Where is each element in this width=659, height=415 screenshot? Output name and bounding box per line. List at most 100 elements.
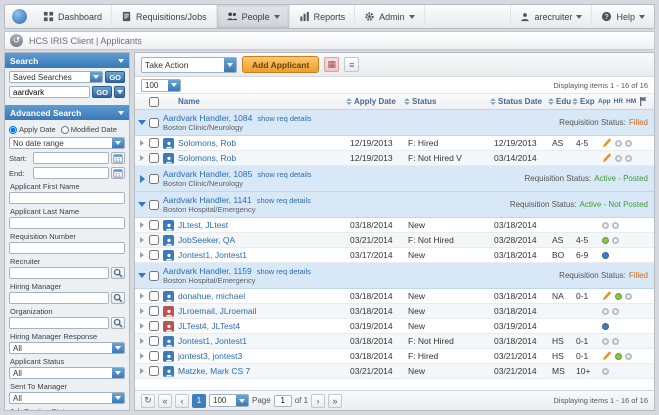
nav-dashboard[interactable]: Dashboard	[34, 5, 113, 28]
column-header-status-date[interactable]: Status Date	[490, 97, 548, 106]
card-view-button[interactable]: ▦	[324, 57, 340, 72]
show-req-details-link[interactable]: show req details	[257, 113, 312, 123]
row-expander-icon[interactable]	[135, 155, 149, 161]
search-icon[interactable]	[111, 292, 125, 304]
show-req-details-link[interactable]: show req details	[256, 195, 311, 205]
prev-page-button[interactable]: ‹	[175, 393, 189, 408]
organization-input[interactable]	[9, 317, 109, 329]
page-size-select[interactable]: 100	[141, 78, 181, 92]
requisition-link[interactable]: Aardvark Handler, 1141	[163, 194, 252, 205]
applicant-last-name-input[interactable]	[9, 217, 125, 229]
back-icon[interactable]: ↺	[10, 34, 23, 47]
group-checkbox[interactable]	[149, 199, 159, 210]
nav-requisitions[interactable]: Requisitions/Jobs	[112, 5, 217, 28]
next-page-button[interactable]: ›	[311, 393, 326, 408]
applicant-name-link[interactable]: JLTest4, JLTest4	[178, 321, 241, 331]
column-header-apply-date[interactable]: Apply Date	[346, 97, 404, 106]
group-checkbox[interactable]	[149, 117, 159, 128]
show-req-details-link[interactable]: show req details	[257, 169, 312, 179]
keyword-go-button[interactable]: GO	[92, 86, 112, 98]
page-number-input[interactable]	[273, 394, 292, 407]
row-expander-icon[interactable]	[135, 323, 149, 329]
row-expander-icon[interactable]	[135, 353, 149, 359]
row-checkbox[interactable]	[149, 250, 159, 260]
group-expander-icon[interactable]	[135, 202, 149, 207]
column-header-exp[interactable]: Exp	[572, 97, 598, 106]
row-checkbox[interactable]	[149, 306, 159, 316]
applicant-name-link[interactable]: JobSeeker, QA	[178, 235, 236, 245]
list-view-button[interactable]: ≡	[344, 57, 360, 72]
select-all-checkbox[interactable]	[149, 96, 159, 107]
current-page-button[interactable]: 1	[192, 393, 206, 408]
hiring-manager-input[interactable]	[9, 292, 109, 304]
edit-icon[interactable]	[602, 138, 612, 148]
group-checkbox[interactable]	[149, 173, 159, 184]
applicant-name-link[interactable]: Solomons, Rob	[178, 138, 237, 148]
recruiter-input[interactable]	[9, 267, 109, 279]
row-checkbox[interactable]	[149, 235, 159, 245]
applicant-name-link[interactable]: Solomons, Rob	[178, 153, 237, 163]
nav-admin[interactable]: Admin	[355, 5, 425, 28]
row-checkbox[interactable]	[149, 153, 159, 163]
row-expander-icon[interactable]	[135, 368, 149, 374]
applicant-name-link[interactable]: donahue, michael	[178, 291, 246, 301]
nav-people[interactable]: People	[216, 5, 290, 28]
applicant-first-name-input[interactable]	[9, 192, 125, 204]
start-date-input[interactable]	[33, 152, 109, 164]
applicant-name-link[interactable]: JLtest, JLtest	[178, 220, 229, 230]
take-action-select[interactable]: Take Action	[141, 56, 237, 73]
row-expander-icon[interactable]	[135, 293, 149, 299]
saved-searches-go-button[interactable]: GO	[105, 71, 125, 83]
hiring-manager-response-select[interactable]: All	[9, 342, 125, 354]
keyword-search-input[interactable]	[9, 86, 91, 98]
end-date-input[interactable]	[33, 167, 109, 179]
modified-date-radio[interactable]: Modified Date	[60, 125, 117, 134]
column-header-edu[interactable]: Edu	[548, 97, 572, 106]
applicant-name-link[interactable]: Jontest1, Jontest1	[178, 336, 247, 346]
date-range-select[interactable]: No date range	[9, 137, 125, 149]
calendar-icon[interactable]	[111, 167, 125, 179]
advanced-search-header[interactable]: Advanced Search	[5, 105, 129, 120]
applicant-status-select[interactable]: All	[9, 367, 125, 379]
row-checkbox[interactable]	[149, 351, 159, 361]
keyword-go-dropdown[interactable]	[114, 86, 125, 98]
row-expander-icon[interactable]	[135, 237, 149, 243]
group-checkbox[interactable]	[149, 270, 159, 281]
applicant-name-link[interactable]: jontest3, jontest3	[178, 351, 243, 361]
row-expander-icon[interactable]	[135, 140, 149, 146]
requisition-link[interactable]: Aardvark Handler, 1159	[163, 265, 252, 276]
pager-size-select[interactable]: 100	[209, 394, 249, 407]
row-expander-icon[interactable]	[135, 222, 149, 228]
row-checkbox[interactable]	[149, 291, 159, 301]
refresh-icon[interactable]: ↻	[141, 393, 155, 408]
sent-to-manager-select[interactable]: All	[9, 392, 125, 404]
column-header-status[interactable]: Status	[404, 97, 490, 106]
requisition-number-input[interactable]	[9, 242, 125, 254]
row-checkbox[interactable]	[149, 220, 159, 230]
row-expander-icon[interactable]	[135, 338, 149, 344]
column-header-app-hr-hm[interactable]: App HR HM	[598, 97, 650, 106]
saved-searches-select[interactable]: Saved Searches	[9, 71, 104, 83]
column-header-name[interactable]: Name	[163, 97, 346, 106]
row-checkbox[interactable]	[149, 336, 159, 346]
requisition-link[interactable]: Aardvark Handler, 1085	[163, 168, 253, 179]
requisition-link[interactable]: Aardvark Handler, 1084	[163, 112, 253, 123]
group-expander-icon[interactable]	[135, 120, 149, 125]
apply-date-radio[interactable]: Apply Date	[9, 125, 56, 134]
search-panel-header[interactable]: Search	[5, 53, 129, 68]
edit-icon[interactable]	[602, 351, 612, 361]
group-expander-icon[interactable]	[135, 174, 149, 183]
nav-help-menu[interactable]: ? Help	[591, 5, 654, 28]
search-icon[interactable]	[111, 267, 125, 279]
show-req-details-link[interactable]: show req details	[256, 266, 311, 276]
row-expander-icon[interactable]	[135, 308, 149, 314]
applicant-name-link[interactable]: JLroemail, JLroemail	[178, 306, 257, 316]
nav-reports[interactable]: Reports	[290, 5, 356, 28]
row-checkbox[interactable]	[149, 366, 159, 376]
edit-icon[interactable]	[602, 291, 612, 301]
applicant-name-link[interactable]: Jontest1, Jontest1	[178, 250, 247, 260]
edit-icon[interactable]	[602, 153, 612, 163]
nav-user-menu[interactable]: arecruiter	[510, 5, 591, 28]
group-expander-icon[interactable]	[135, 273, 149, 278]
row-expander-icon[interactable]	[135, 252, 149, 258]
